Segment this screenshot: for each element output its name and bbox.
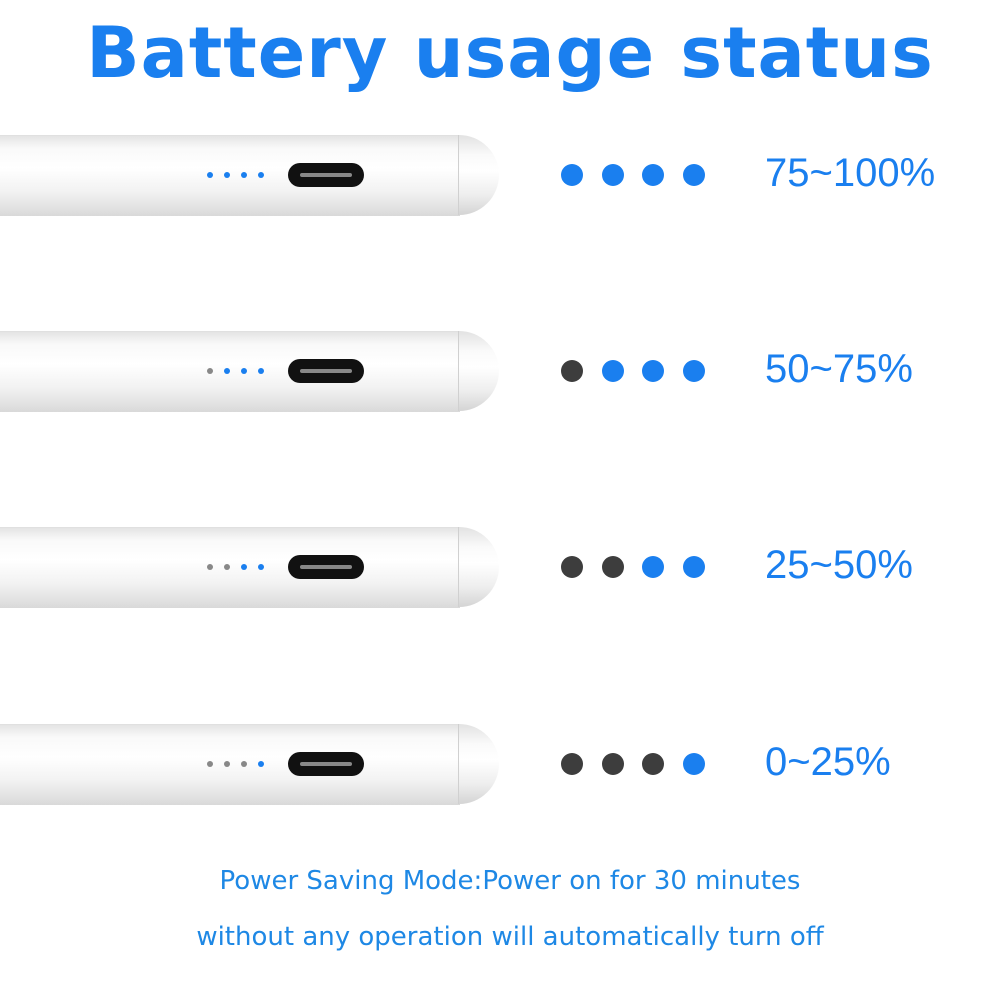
indicator-light [258, 368, 264, 374]
indicator-light [224, 368, 230, 374]
battery-status-row: 50~75% [0, 331, 1000, 415]
stylus-tip [458, 527, 499, 607]
active-dot [683, 556, 705, 578]
indicator-light [207, 761, 213, 767]
usb-c-port-icon [288, 752, 364, 776]
note-line-1: Power Saving Mode:Power on for 30 minute… [219, 866, 801, 896]
inactive-dot [561, 753, 583, 775]
stylus-body [0, 724, 460, 805]
usb-c-port-icon [288, 163, 364, 187]
battery-range-label: 50~75% [765, 347, 913, 391]
active-dot [683, 753, 705, 775]
active-dot [642, 164, 664, 186]
indicator-light [258, 172, 264, 178]
stylus-body [0, 527, 460, 608]
page-title: Battery usage status [86, 12, 934, 94]
indicator-light [224, 172, 230, 178]
indicator-light [241, 564, 247, 570]
active-dot [602, 360, 624, 382]
inactive-dot [602, 753, 624, 775]
stylus-tip [458, 135, 499, 215]
battery-status-row: 0~25% [0, 724, 1000, 808]
usb-c-port-icon [288, 359, 364, 383]
indicator-light [224, 564, 230, 570]
indicator-light [258, 564, 264, 570]
indicator-light [241, 761, 247, 767]
stylus-body [0, 135, 460, 216]
active-dot [642, 556, 664, 578]
battery-range-label: 25~50% [765, 543, 913, 587]
stylus-tip [458, 724, 499, 804]
active-dot [561, 164, 583, 186]
battery-status-row: 75~100% [0, 135, 1000, 219]
indicator-light [207, 564, 213, 570]
active-dot [642, 360, 664, 382]
indicator-light [241, 368, 247, 374]
indicator-light [207, 172, 213, 178]
battery-range-label: 0~25% [765, 740, 891, 784]
indicator-light [224, 761, 230, 767]
active-dot [683, 360, 705, 382]
note-line-2: without any operation will automatically… [196, 922, 824, 952]
stylus-tip [458, 331, 499, 411]
inactive-dot [642, 753, 664, 775]
battery-status-row: 25~50% [0, 527, 1000, 611]
active-dot [683, 164, 705, 186]
inactive-dot [561, 556, 583, 578]
usb-c-port-icon [288, 555, 364, 579]
inactive-dot [602, 556, 624, 578]
battery-range-label: 75~100% [765, 151, 936, 195]
inactive-dot [561, 360, 583, 382]
stylus-body [0, 331, 460, 412]
indicator-light [258, 761, 264, 767]
indicator-light [241, 172, 247, 178]
indicator-light [207, 368, 213, 374]
active-dot [602, 164, 624, 186]
